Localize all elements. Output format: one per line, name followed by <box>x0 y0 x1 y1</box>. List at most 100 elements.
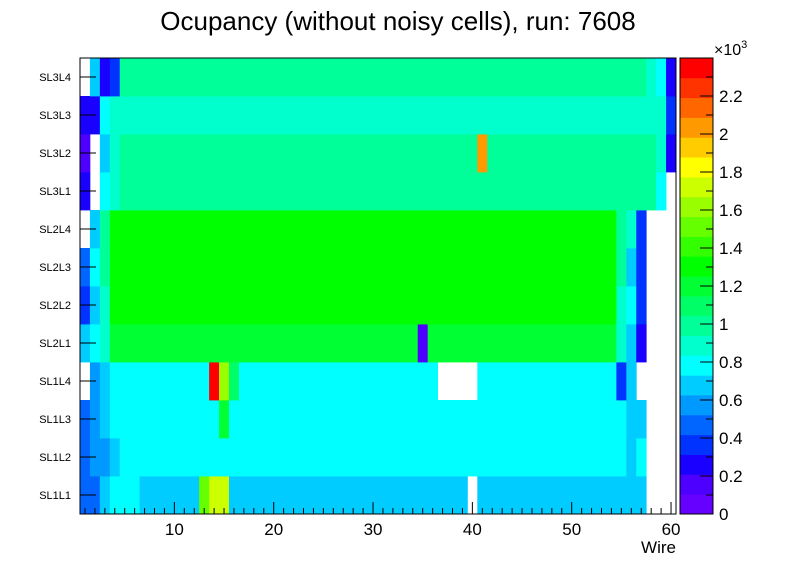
heatmap-cell <box>556 362 568 401</box>
heatmap-cell <box>219 476 230 515</box>
heatmap-cell <box>536 210 548 249</box>
heatmap-cell <box>626 362 637 401</box>
heatmap-cell <box>586 210 597 249</box>
heatmap-cell <box>179 438 190 477</box>
heatmap-cell <box>378 362 389 401</box>
z-tick-label: 0.4 <box>719 429 743 448</box>
heatmap-cell <box>606 324 617 363</box>
heatmap-cell <box>258 210 270 249</box>
heatmap-cell <box>258 96 270 135</box>
heatmap-cell <box>268 248 280 287</box>
heatmap-cell <box>219 58 230 97</box>
heatmap-cell <box>149 134 160 173</box>
heatmap-cell <box>586 400 597 439</box>
heatmap-cell <box>546 476 558 515</box>
heatmap-cell <box>527 400 538 439</box>
x-tick-label: 10 <box>165 520 184 539</box>
heatmap-cell <box>199 286 210 325</box>
heatmap-cell <box>229 400 240 439</box>
heatmap-cell <box>119 210 131 249</box>
heatmap-cell <box>318 134 329 173</box>
y-tick-label: SL3L3 <box>39 110 71 122</box>
heatmap-cell <box>179 362 190 401</box>
heatmap-cell <box>606 438 617 477</box>
heatmap-cell <box>477 362 488 401</box>
heatmap-cell <box>328 362 339 401</box>
heatmap-cell <box>566 96 578 135</box>
heatmap-cell <box>199 172 210 211</box>
heatmap-cell <box>169 248 180 287</box>
heatmap-cell <box>626 286 637 325</box>
heatmap-cell <box>149 58 160 97</box>
heatmap-cell <box>596 96 607 135</box>
heatmap-cell <box>536 400 548 439</box>
heatmap-cell <box>596 58 607 97</box>
heatmap-cell <box>467 96 478 135</box>
heatmap-cell <box>606 134 617 173</box>
heatmap-cell <box>189 400 200 439</box>
heatmap-cell <box>437 172 448 211</box>
heatmap-cell <box>298 248 309 287</box>
heatmap-cell <box>288 248 299 287</box>
heatmap-cell <box>457 400 468 439</box>
heatmap-cell <box>596 362 607 401</box>
heatmap-cell <box>586 476 597 515</box>
heatmap-cell <box>338 438 349 477</box>
heatmap-cell <box>219 172 230 211</box>
heatmap-cell <box>477 96 488 135</box>
heatmap-cell <box>129 172 140 211</box>
heatmap-cell <box>159 362 170 401</box>
heatmap-cell <box>556 58 568 97</box>
heatmap-cell <box>417 286 429 325</box>
heatmap-cell <box>318 400 329 439</box>
heatmap-cell <box>129 362 140 401</box>
heatmap-cell <box>298 58 309 97</box>
heatmap-cell <box>467 58 478 97</box>
heatmap-cell <box>606 58 617 97</box>
heatmap-cell <box>229 58 240 97</box>
heatmap-cell <box>169 172 180 211</box>
heatmap-cell <box>159 172 170 211</box>
heatmap-cell <box>109 134 121 173</box>
heatmap-cell <box>328 286 339 325</box>
heatmap-cell <box>517 362 528 401</box>
heatmap-cell <box>447 324 458 363</box>
heatmap-cell <box>209 476 220 515</box>
heatmap-cell <box>517 438 528 477</box>
heatmap-cell <box>427 134 438 173</box>
heatmap-cell <box>556 476 568 515</box>
heatmap-cell <box>626 58 637 97</box>
heatmap-cell <box>258 248 270 287</box>
heatmap-cell <box>566 286 578 325</box>
heatmap-cell <box>109 58 121 97</box>
heatmap-cell <box>229 324 240 363</box>
heatmap-cell <box>368 96 379 135</box>
heatmap-cell <box>179 58 190 97</box>
heatmap-cell <box>417 476 429 515</box>
heatmap-cell <box>626 172 637 211</box>
heatmap-cell <box>149 248 160 287</box>
heatmap-cell <box>636 248 647 287</box>
heatmap-cell <box>139 172 150 211</box>
heatmap-cell <box>586 248 597 287</box>
heatmap-cell <box>238 96 250 135</box>
heatmap-cell <box>626 96 637 135</box>
heatmap-cell <box>616 172 627 211</box>
heatmap-cell <box>477 58 488 97</box>
heatmap-cell <box>199 476 210 515</box>
heatmap-cell <box>467 134 478 173</box>
heatmap-cell <box>477 172 488 211</box>
heatmap-cell <box>586 134 597 173</box>
heatmap-cell <box>119 438 131 477</box>
heatmap-cell <box>417 438 429 477</box>
heatmap-cell <box>437 438 448 477</box>
heatmap-cell <box>358 96 369 135</box>
heatmap-cell <box>368 324 379 363</box>
heatmap-cell <box>606 248 617 287</box>
heatmap-cell <box>636 96 647 135</box>
heatmap-cell <box>109 476 121 515</box>
heatmap-cell <box>378 58 389 97</box>
heatmap-cell <box>447 248 458 287</box>
heatmap-cell <box>358 476 369 515</box>
